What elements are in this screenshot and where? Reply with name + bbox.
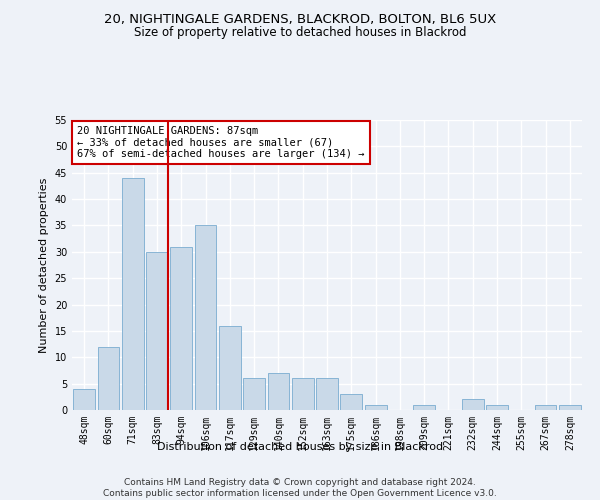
Bar	[219, 326, 241, 410]
Bar	[122, 178, 143, 410]
Bar	[97, 346, 119, 410]
Text: 20 NIGHTINGALE GARDENS: 87sqm
← 33% of detached houses are smaller (67)
67% of s: 20 NIGHTINGALE GARDENS: 87sqm ← 33% of d…	[77, 126, 365, 159]
Bar	[365, 404, 386, 410]
Bar	[194, 226, 217, 410]
Bar	[146, 252, 168, 410]
Bar	[316, 378, 338, 410]
Bar	[413, 404, 435, 410]
Bar	[292, 378, 314, 410]
Bar	[462, 400, 484, 410]
Bar	[73, 389, 95, 410]
Bar	[340, 394, 362, 410]
Bar	[268, 373, 289, 410]
Bar	[243, 378, 265, 410]
Text: Contains HM Land Registry data © Crown copyright and database right 2024.
Contai: Contains HM Land Registry data © Crown c…	[103, 478, 497, 498]
Bar	[535, 404, 556, 410]
Bar	[559, 404, 581, 410]
Text: Distribution of detached houses by size in Blackrod: Distribution of detached houses by size …	[157, 442, 443, 452]
Y-axis label: Number of detached properties: Number of detached properties	[39, 178, 49, 352]
Bar	[486, 404, 508, 410]
Text: Size of property relative to detached houses in Blackrod: Size of property relative to detached ho…	[134, 26, 466, 39]
Text: 20, NIGHTINGALE GARDENS, BLACKROD, BOLTON, BL6 5UX: 20, NIGHTINGALE GARDENS, BLACKROD, BOLTO…	[104, 12, 496, 26]
Bar	[170, 246, 192, 410]
